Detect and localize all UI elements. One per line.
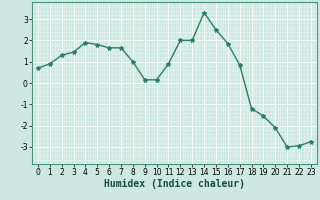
X-axis label: Humidex (Indice chaleur): Humidex (Indice chaleur) xyxy=(104,179,245,189)
